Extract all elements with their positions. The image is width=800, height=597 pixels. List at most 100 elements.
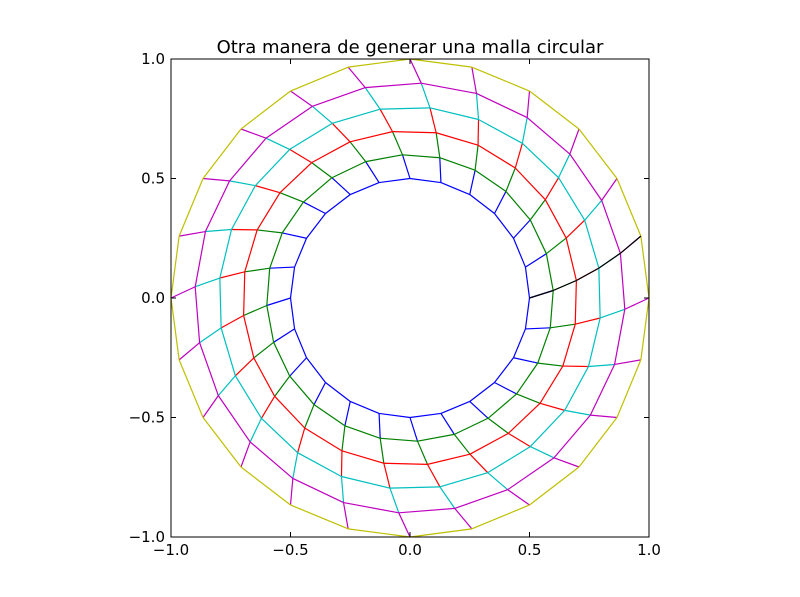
mesh-seam-segment: [529, 289, 554, 299]
mesh-radial-segment: [513, 357, 538, 364]
mesh-radial-segment: [240, 128, 267, 139]
mesh-ring-segment: [526, 117, 571, 155]
mesh-ring-segment: [219, 229, 233, 279]
mesh-radial-segment: [347, 66, 366, 88]
mesh-ring-segment: [578, 128, 618, 179]
mesh-seam-segment: [576, 267, 600, 282]
mesh-ring-segment: [494, 357, 514, 383]
mesh-ring-segment: [471, 504, 530, 530]
mesh-ring-segment: [304, 427, 343, 452]
mesh-ring-segment: [402, 154, 440, 159]
mesh-radial-segment: [601, 178, 618, 201]
mesh-radial-segment: [378, 413, 381, 439]
mesh-radial-segment: [420, 82, 431, 109]
mesh-radial-segment: [304, 404, 315, 429]
mesh-radial-segment: [575, 317, 601, 325]
mesh-ring-segment: [199, 342, 219, 396]
mesh-radial-segment: [530, 446, 555, 459]
mesh-ring-segment: [254, 148, 291, 187]
mesh-ring-segment: [294, 328, 308, 358]
mesh-ring-segment: [289, 297, 296, 330]
mesh-ring-segment: [170, 297, 180, 360]
mesh-ring-segment: [440, 400, 470, 414]
mesh-radial-segment: [341, 425, 346, 451]
mesh-radial-segment: [313, 382, 327, 405]
mesh-radial-segment: [569, 128, 580, 155]
y-tick-label: −0.5: [129, 409, 165, 427]
mesh-ring-segment: [312, 87, 366, 107]
mesh-radial-segment: [253, 341, 274, 359]
mesh-ring-segment: [269, 232, 283, 269]
mesh-ring-segment: [421, 82, 477, 95]
mesh-ring-segment: [477, 144, 516, 169]
mesh-ring-segment: [325, 382, 351, 402]
mesh-ring-segment: [507, 402, 541, 434]
mesh-ring-segment: [343, 501, 399, 514]
mesh-radial-segment: [282, 232, 307, 239]
mesh-ring-segment: [273, 342, 291, 377]
mesh-radial-segment: [416, 440, 429, 465]
mesh-ring-segment: [435, 132, 479, 146]
mesh-radial-segment: [439, 486, 456, 509]
mesh-radial-segment: [544, 177, 560, 200]
mesh-radial-segment: [471, 67, 478, 94]
mesh-radial-segment: [505, 167, 516, 192]
mesh-ring-segment: [409, 412, 442, 419]
mesh-ring-segment: [348, 58, 411, 68]
mesh-ring-segment: [378, 177, 411, 184]
mesh-radial-segment: [297, 427, 306, 453]
mesh-radial-segment: [202, 395, 219, 418]
mesh-ring-segment: [613, 309, 626, 365]
mesh-radial-segment: [494, 381, 517, 395]
mesh-ring-segment: [243, 271, 246, 316]
mesh-seam-segment: [598, 252, 621, 269]
mesh-ring-segment: [350, 182, 380, 196]
mesh-ring-segment: [640, 297, 650, 360]
mesh-radial-segment: [289, 357, 307, 377]
mesh-radial-segment: [311, 105, 333, 124]
mesh-radial-segment: [269, 266, 295, 269]
mesh-ring-segment: [331, 161, 366, 179]
mesh-ring-segment: [558, 177, 586, 221]
mesh-radial-segment: [229, 180, 256, 187]
mesh-radial-segment: [220, 314, 244, 329]
mesh-radial-segment: [243, 304, 268, 317]
mesh-radial-segment: [487, 417, 509, 434]
mesh-radial-segment: [474, 145, 479, 171]
mesh-ring-segment: [292, 477, 344, 504]
mesh-ring-segment: [378, 412, 411, 419]
mesh-ring-segment: [266, 305, 275, 343]
mesh-ring-segment: [549, 290, 554, 328]
mesh-ring-segment: [380, 437, 418, 442]
mesh-ring-segment: [341, 450, 385, 464]
x-tick-label: 0.5: [518, 541, 542, 559]
mesh-ring-segment: [544, 199, 567, 239]
mesh-radial-segment: [564, 409, 591, 416]
mesh-radial-segment: [614, 359, 641, 366]
mesh-radial-segment: [590, 414, 618, 419]
mesh-ring-segment: [249, 441, 294, 479]
mesh-ring-segment: [178, 178, 204, 237]
mesh-ring-segment: [539, 365, 564, 404]
mesh-radial-segment: [469, 170, 476, 195]
mesh-radial-segment: [194, 277, 221, 288]
mesh-radial-segment: [439, 157, 442, 183]
mesh-radial-segment: [525, 253, 547, 268]
mesh-ring-segment: [409, 528, 472, 538]
mesh-radial-segment: [303, 201, 326, 215]
mesh-ring-segment: [311, 141, 351, 164]
mesh-ring-segment: [507, 457, 555, 491]
mesh-ring-segment: [194, 286, 201, 343]
y-tick-label: −1.0: [129, 528, 165, 546]
mesh-ring-segment: [454, 417, 489, 435]
mesh-ring-segment: [234, 375, 262, 419]
mesh-ring-segment: [217, 395, 251, 443]
mesh-radial-segment: [565, 219, 586, 239]
mesh-ring-segment: [524, 297, 531, 330]
y-tick-label: 0.0: [141, 289, 165, 307]
mesh-radial-segment: [234, 357, 255, 377]
x-tick-label: 0.0: [398, 541, 422, 559]
mesh-ring-segment: [274, 395, 306, 429]
mesh-radial-segment: [340, 476, 345, 503]
mesh-ring-segment: [616, 359, 642, 418]
